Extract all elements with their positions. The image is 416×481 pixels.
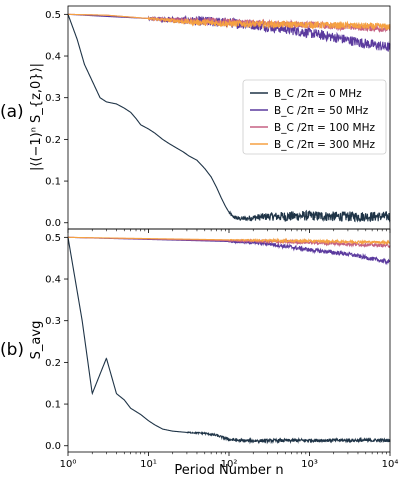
y-tick-label: 0.2: [45, 135, 61, 146]
legend-entry: B_C /2π = 50 MHz: [274, 105, 369, 117]
panel-b: 0.0 0.1 0.2 0.3 0.4 0.5 10⁰ 10¹ 10² 10³ 10⁴ (b) S_…: [0, 228, 398, 478]
panel-a-ylabel: |⟨(−1)ⁿ S_{z,0}⟩|: [29, 63, 44, 171]
y-tick-label: 0.2: [45, 358, 61, 369]
panel-b-series: [67, 236, 391, 445]
legend: B_C /2π = 0 MHz B_C /2π = 50 MHz B_C /2π =…: [242, 79, 387, 155]
x-tick-label: 10¹: [140, 459, 157, 470]
y-tick-label: 0.5: [45, 233, 61, 244]
y-tick-label: 0.3: [45, 316, 61, 327]
series-line-a-0: [67, 14, 391, 223]
panel-b-frame: [67, 228, 391, 453]
y-tick-label: 0.0: [45, 218, 61, 229]
legend-entry: B_C /2π = 300 MHz: [274, 139, 375, 151]
y-tick-label: 0.3: [45, 93, 61, 104]
legend-box: [242, 79, 387, 155]
panel-b-label: (b): [0, 340, 24, 360]
panel-a: 0.0 0.1 0.2 0.3 0.4 0.5 (a) |⟨(−1)ⁿ S_{z,0}⟩|…: [0, 5, 391, 233]
x-tick-label: 10³: [301, 459, 318, 470]
panel-b-ticks: 0.0 0.1 0.2 0.3 0.4 0.5 10⁰ 10¹ 10² 10³ 10⁴: [45, 233, 398, 470]
series-line-b-3: [68, 236, 391, 246]
legend-entry: B_C /2π = 0 MHz: [274, 88, 362, 100]
x-axis-label: Period Number n: [174, 463, 283, 478]
panel-a-label: (a): [0, 102, 24, 122]
panel-a-series: [67, 13, 391, 223]
panel-a-ticks: 0.0 0.1 0.2 0.3 0.4 0.5: [45, 10, 391, 233]
y-tick-label: 0.5: [45, 10, 61, 21]
panel-b-ylabel: S_avg: [29, 321, 44, 360]
series-line-a-3: [68, 13, 391, 31]
y-tick-label: 0.4: [45, 275, 61, 286]
y-tick-label: 0.4: [45, 52, 61, 63]
legend-items: B_C /2π = 0 MHz B_C /2π = 50 MHz B_C /2π =…: [250, 88, 375, 151]
x-tick-label: 10⁰: [60, 459, 77, 470]
x-tick-label: 10²: [221, 459, 238, 470]
y-tick-label: 0.1: [45, 400, 61, 411]
y-tick-label: 0.0: [45, 441, 61, 452]
y-tick-label: 0.1: [45, 177, 61, 188]
series-line-b-0: [67, 237, 391, 445]
x-tick-label: 10⁴: [382, 459, 399, 470]
legend-entry: B_C /2π = 100 MHz: [274, 122, 375, 134]
